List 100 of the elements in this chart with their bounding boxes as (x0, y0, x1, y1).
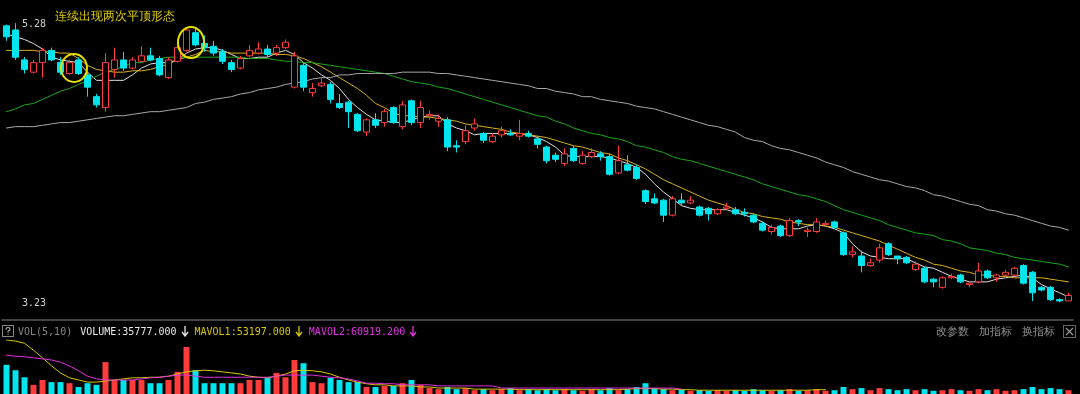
bar (390, 385, 397, 394)
bar (552, 390, 559, 394)
bar (948, 389, 955, 394)
candlestick (129, 56, 136, 70)
candlestick (678, 192, 685, 207)
bar (939, 390, 946, 394)
text: 改参数 (936, 323, 969, 339)
candlestick (1038, 285, 1045, 292)
bar (669, 390, 676, 394)
candlestick (552, 152, 559, 163)
candlestick (948, 273, 955, 280)
candlestick (669, 195, 676, 218)
candlestick (516, 119, 523, 141)
candlestick (273, 44, 280, 57)
candlestick (354, 112, 361, 133)
candlestick (912, 260, 919, 272)
candlestick (867, 258, 874, 268)
candlestick (219, 48, 226, 65)
candlestick (660, 198, 667, 223)
bar (822, 390, 829, 394)
bar (147, 383, 154, 394)
candlestick (363, 117, 370, 137)
line-series (6, 71, 1069, 231)
bar (768, 390, 775, 394)
candlestick (93, 93, 100, 109)
bar (984, 390, 991, 394)
candlestick (759, 221, 766, 232)
candlestick (588, 147, 595, 159)
candlestick (642, 188, 649, 205)
candlestick (840, 230, 847, 257)
candlestick (984, 269, 991, 280)
bar (120, 379, 127, 394)
candlestick (687, 195, 694, 205)
candlestick (732, 206, 739, 216)
candlestick (165, 56, 172, 80)
bar (831, 390, 838, 394)
chart-title: VOL(5,10) (18, 325, 73, 337)
candlestick (372, 112, 379, 129)
candlestick (894, 255, 901, 265)
bar (336, 379, 343, 394)
candlestick (1065, 292, 1072, 302)
bar (282, 377, 289, 394)
candlestick (336, 93, 343, 110)
candlestick (138, 45, 145, 64)
bar (597, 390, 604, 394)
bar (534, 390, 541, 394)
bar (345, 382, 352, 394)
candlestick (318, 77, 325, 88)
candlestick (903, 255, 910, 265)
candlestick (750, 213, 757, 224)
candlestick (102, 52, 109, 113)
candlestick (525, 130, 532, 139)
candlestick (282, 38, 289, 50)
candlestick (831, 220, 838, 230)
candlestick (768, 224, 775, 235)
series-label: VOLUME:35777.000 (80, 325, 178, 337)
candlestick (426, 109, 433, 121)
bar (1029, 386, 1036, 394)
candlestick (561, 147, 568, 167)
candlestick (651, 192, 658, 205)
bar (372, 386, 379, 394)
text: 换指标 (1022, 323, 1055, 339)
annotation: 连续出现两次平顶形态 (55, 9, 175, 23)
bar (741, 390, 748, 394)
candlestick (345, 100, 352, 129)
bar (1047, 388, 1054, 394)
bar (381, 385, 388, 394)
bar (219, 383, 226, 394)
candlestick (489, 132, 496, 144)
candlestick (930, 277, 937, 288)
candlestick (66, 59, 73, 76)
candlestick (624, 154, 631, 173)
bar (3, 364, 10, 394)
candlestick (615, 145, 622, 175)
bar (867, 390, 874, 394)
bar (183, 347, 190, 394)
y-tick-label: 3.23 (22, 296, 47, 308)
candlestick (741, 207, 748, 218)
bar (48, 382, 55, 394)
candlestick (975, 262, 982, 284)
bar (471, 390, 478, 394)
bar (489, 390, 496, 394)
bar (921, 389, 928, 394)
bar (876, 388, 883, 394)
candlestick (966, 281, 973, 288)
candlestick (633, 164, 640, 181)
bar (1011, 390, 1018, 394)
bar (354, 382, 361, 394)
candlestick (543, 145, 550, 164)
candlestick (1002, 269, 1009, 277)
bar (264, 377, 271, 394)
candlestick (246, 44, 253, 58)
bar (453, 389, 460, 394)
candlestick (84, 71, 91, 98)
candlestick (12, 22, 19, 61)
bar (273, 372, 280, 394)
text: 加指标 (979, 323, 1012, 339)
bar (1065, 390, 1072, 394)
bar (93, 384, 100, 394)
candlestick (21, 56, 28, 75)
